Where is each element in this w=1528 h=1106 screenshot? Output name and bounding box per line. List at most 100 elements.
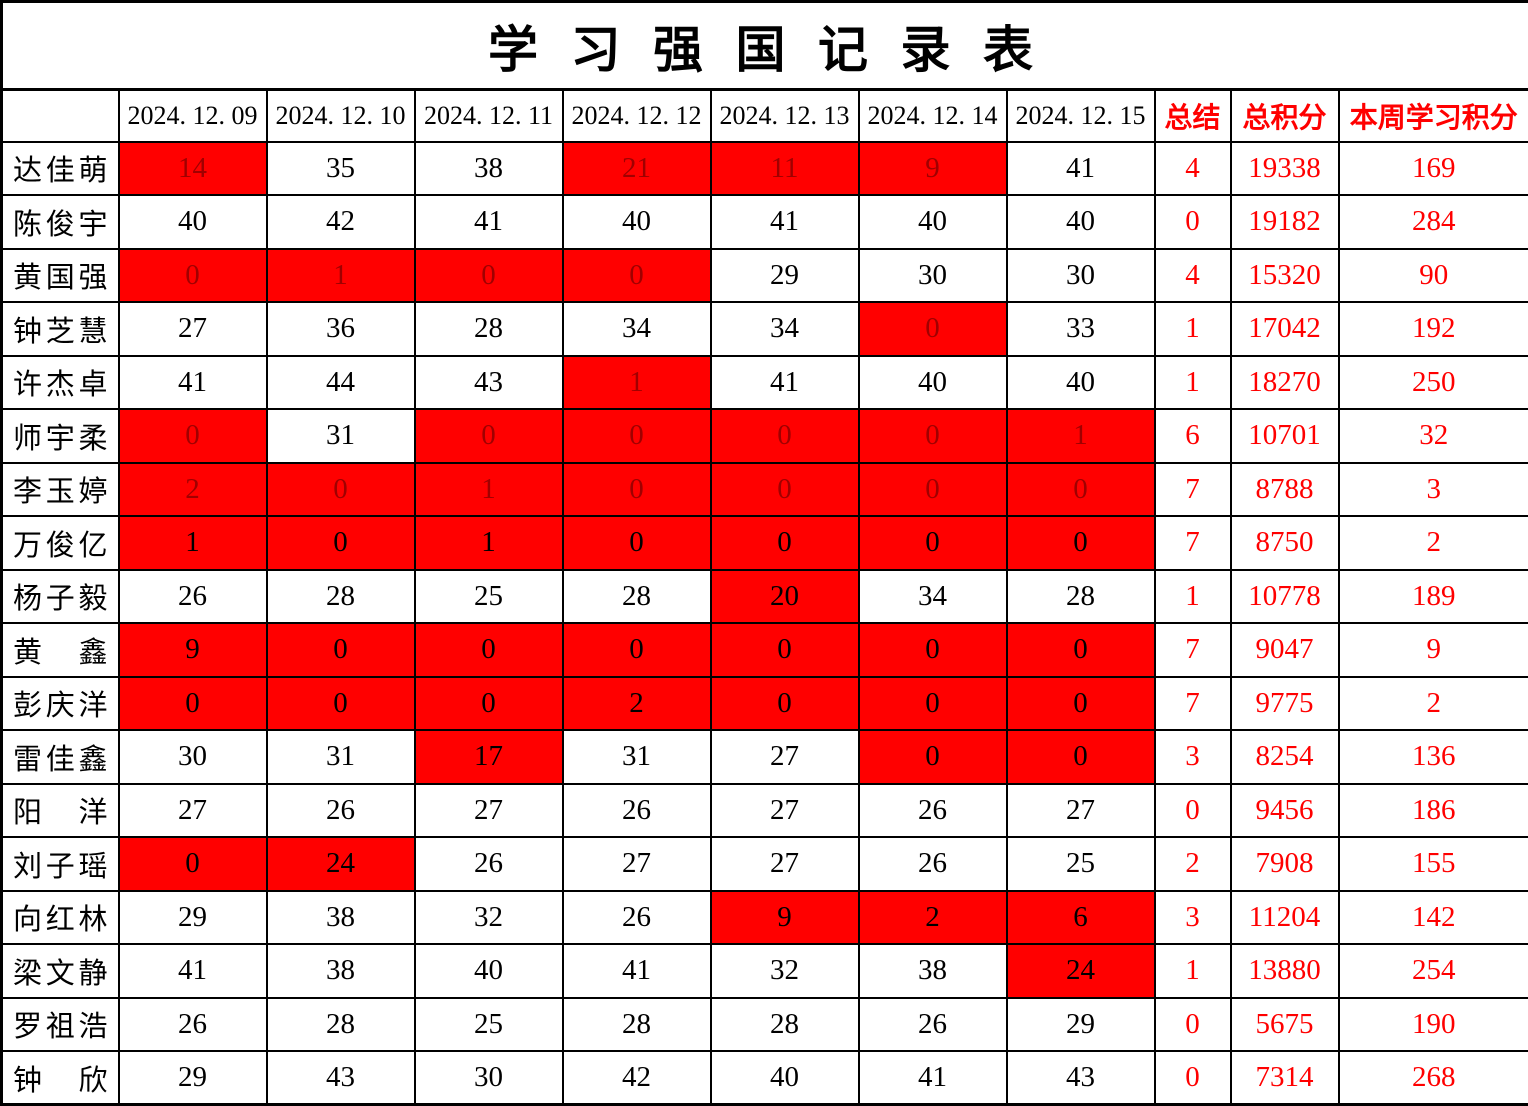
day-score-cell: 0 [857,515,1008,571]
day-score-cell: 0 [117,247,268,303]
student-name: 彭庆洋 [0,675,120,731]
table-row: 师宇柔 0 31 0 0 0 0 1 6 10701 32 [0,408,1528,464]
week-points-cell: 254 [1337,943,1528,999]
table-row: 杨子毅 26 28 25 28 20 34 28 1 10778 189 [0,568,1528,624]
total-points-cell: 11204 [1229,889,1340,945]
total-points-cell: 9047 [1229,622,1340,678]
student-name: 陈俊宇 [0,194,120,250]
table-row: 罗祖浩 26 28 25 28 28 26 29 0 5675 190 [0,996,1528,1052]
day-score-cell: 30 [413,1050,564,1106]
date-column-header: 2024. 12. 14 [857,88,1008,143]
day-score-cell: 38 [265,943,416,999]
student-name: 阳洋 [0,782,120,838]
week-points-cell: 155 [1337,836,1528,892]
student-name: 师宇柔 [0,408,120,464]
week-points-cell: 3 [1337,461,1528,517]
day-score-cell: 29 [117,889,268,945]
day-score-cell: 20 [709,568,860,624]
day-score-cell: 40 [709,1050,860,1106]
date-column-header: 2024. 12. 12 [561,88,712,143]
day-score-cell: 6 [1005,889,1156,945]
table-body: 达佳萌 14 35 38 21 11 9 41 4 19338 169 陈俊宇 40 42 41 40 41 40… [0,140,1528,1106]
day-score-cell: 32 [413,889,564,945]
day-score-cell: 40 [413,943,564,999]
day-score-cell: 30 [1005,247,1156,303]
table-row: 万俊亿 1 0 1 0 0 0 0 7 8750 2 [0,515,1528,571]
day-score-cell: 29 [1005,996,1156,1052]
summary-count-cell: 1 [1153,301,1232,357]
total-points-cell: 8254 [1229,729,1340,785]
day-score-cell: 41 [413,194,564,250]
day-score-cell: 0 [561,247,712,303]
day-score-cell: 0 [1005,729,1156,785]
day-score-cell: 40 [1005,194,1156,250]
day-score-cell: 0 [265,461,416,517]
week-points-cell: 268 [1337,1050,1528,1106]
day-score-cell: 0 [265,515,416,571]
student-name: 刘子瑶 [0,836,120,892]
week-points-cell: 90 [1337,247,1528,303]
table-row: 钟欣 29 43 30 42 40 41 43 0 7314 268 [0,1050,1528,1106]
summary-column-header: 总结 [1153,88,1232,143]
title-row: 学 习 强 国 记 录 表 [0,0,1528,91]
student-name: 钟欣 [0,1050,120,1106]
day-score-cell: 40 [1005,354,1156,410]
summary-count-cell: 0 [1153,996,1232,1052]
day-score-cell: 24 [1005,943,1156,999]
day-score-cell: 35 [265,140,416,196]
day-score-cell: 0 [413,675,564,731]
date-column-header: 2024. 12. 11 [413,88,564,143]
table-row: 达佳萌 14 35 38 21 11 9 41 4 19338 169 [0,140,1528,196]
date-column-header: 2024. 12. 15 [1005,88,1156,143]
day-score-cell: 41 [117,354,268,410]
day-score-cell: 27 [1005,782,1156,838]
table-row: 彭庆洋 0 0 0 2 0 0 0 7 9775 2 [0,675,1528,731]
day-score-cell: 24 [265,836,416,892]
date-column-header: 2024. 12. 10 [265,88,416,143]
day-score-cell: 9 [117,622,268,678]
day-score-cell: 0 [117,836,268,892]
week-points-cell: 250 [1337,354,1528,410]
day-score-cell: 27 [709,729,860,785]
table-row: 梁文静 41 38 40 41 32 38 24 1 13880 254 [0,943,1528,999]
day-score-cell: 2 [561,675,712,731]
week-points-cell: 189 [1337,568,1528,624]
day-score-cell: 41 [117,943,268,999]
table-row: 黄鑫 9 0 0 0 0 0 0 7 9047 9 [0,622,1528,678]
day-score-cell: 38 [857,943,1008,999]
summary-count-cell: 0 [1153,1050,1232,1106]
day-score-cell: 0 [857,729,1008,785]
student-name: 杨子毅 [0,568,120,624]
day-score-cell: 0 [413,408,564,464]
table-row: 黄国强 0 1 0 0 29 30 30 4 15320 90 [0,247,1528,303]
day-score-cell: 11 [709,140,860,196]
day-score-cell: 43 [413,354,564,410]
summary-count-cell: 0 [1153,194,1232,250]
summary-count-cell: 7 [1153,675,1232,731]
day-score-cell: 25 [413,568,564,624]
day-score-cell: 0 [1005,675,1156,731]
day-score-cell: 33 [1005,301,1156,357]
day-score-cell: 27 [413,782,564,838]
day-score-cell: 29 [117,1050,268,1106]
week-points-cell: 192 [1337,301,1528,357]
day-score-cell: 0 [413,622,564,678]
student-name: 万俊亿 [0,515,120,571]
day-score-cell: 40 [857,194,1008,250]
day-score-cell: 28 [1005,568,1156,624]
table-row: 许杰卓 41 44 43 1 41 40 40 1 18270 250 [0,354,1528,410]
day-score-cell: 0 [117,675,268,731]
day-score-cell: 30 [117,729,268,785]
day-score-cell: 30 [857,247,1008,303]
day-score-cell: 44 [265,354,416,410]
total-points-cell: 7908 [1229,836,1340,892]
day-score-cell: 0 [117,408,268,464]
day-score-cell: 1 [265,247,416,303]
day-score-cell: 2 [117,461,268,517]
student-name: 雷佳鑫 [0,729,120,785]
day-score-cell: 9 [709,889,860,945]
day-score-cell: 36 [265,301,416,357]
day-score-cell: 41 [709,354,860,410]
day-score-cell: 9 [857,140,1008,196]
